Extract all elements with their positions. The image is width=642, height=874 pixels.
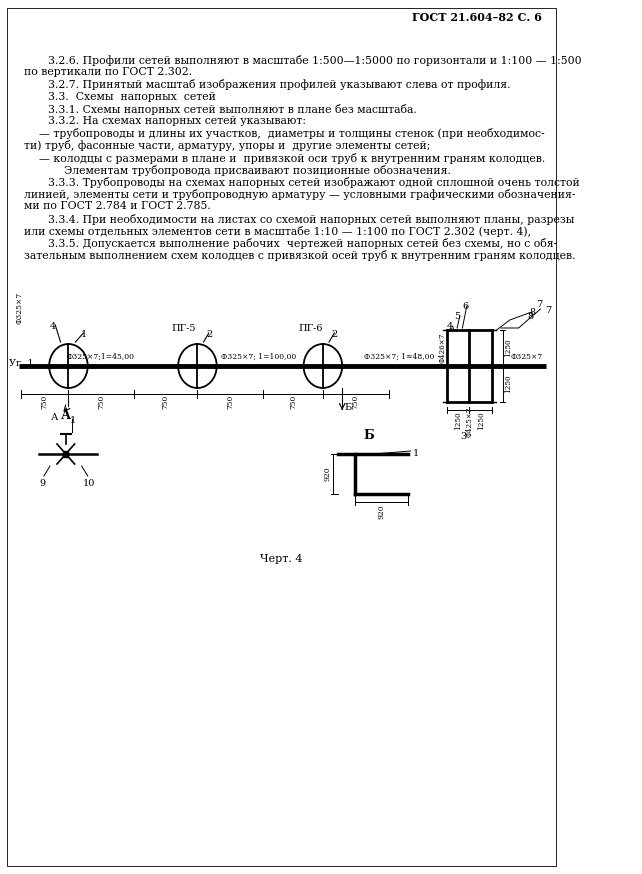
Text: 3.3.2. На схемах напорных сетей указывают:: 3.3.2. На схемах напорных сетей указываю… [48, 116, 306, 126]
Text: 3.2.7. Принятый масштаб изображения профилей указывают слева от профиля.: 3.2.7. Принятый масштаб изображения проф… [48, 80, 511, 90]
Text: 7: 7 [545, 306, 551, 315]
Text: или схемы отдельных элементов сети в масштабе 1:10 — 1:100 по ГОСТ 2.302 (черт. : или схемы отдельных элементов сети в мас… [24, 225, 531, 237]
Text: Б: Б [345, 403, 352, 412]
Text: ми по ГОСТ 2.784 и ГОСТ 2.785.: ми по ГОСТ 2.784 и ГОСТ 2.785. [24, 201, 211, 212]
Text: 3: 3 [461, 432, 467, 441]
Text: 9: 9 [39, 479, 45, 488]
Text: 3.3.5. Допускается выполнение рабочих  чертежей напорных сетей без схемы, но с о: 3.3.5. Допускается выполнение рабочих че… [48, 238, 557, 249]
Text: 920: 920 [324, 467, 332, 482]
Text: зательным выполнением схем колодцев с привязкой осей труб к внутренним граням ко: зательным выполнением схем колодцев с пр… [24, 250, 575, 261]
Text: Ф325×7;1=45,00: Ф325×7;1=45,00 [67, 353, 135, 361]
Text: — трубопроводы и длины их участков,  диаметры и толщины стенок (при необходимос-: — трубопроводы и длины их участков, диам… [40, 128, 545, 139]
Text: Ф426×7: Ф426×7 [438, 333, 446, 364]
Text: 5: 5 [454, 312, 460, 321]
Text: по вертикали по ГОСТ 2.302.: по вертикали по ГОСТ 2.302. [24, 67, 192, 77]
Text: 750: 750 [352, 395, 360, 409]
Text: ГОСТ 21.604–82 С. 6: ГОСТ 21.604–82 С. 6 [412, 12, 542, 23]
Text: Ф325×7; 1=100,00: Ф325×7; 1=100,00 [221, 353, 297, 361]
Text: Ф325×7; 1≈48,00: Ф325×7; 1≈48,00 [364, 353, 435, 361]
Text: 1250: 1250 [454, 411, 462, 430]
Text: 4: 4 [50, 322, 56, 331]
Text: Черт. 4: Черт. 4 [261, 554, 303, 564]
Text: 6: 6 [462, 302, 468, 311]
Text: 1250: 1250 [505, 375, 512, 393]
Text: ти) труб, фасонные части, арматуру, упоры и  другие элементы сетей;: ти) труб, фасонные части, арматуру, упор… [24, 141, 430, 151]
Text: 750: 750 [98, 395, 105, 409]
Text: 750: 750 [227, 395, 234, 409]
Text: 1250: 1250 [477, 411, 485, 430]
Text: 1250: 1250 [505, 339, 512, 357]
Text: — колодцы с размерами в плане и  привязкой оси труб к внутренним граням колодцев: — колодцы с размерами в плане и привязко… [40, 153, 546, 163]
Text: 3.2.6. Профили сетей выполняют в масштабе 1:500—1:5000 по горизонтали и 1:100 — : 3.2.6. Профили сетей выполняют в масштаб… [48, 55, 582, 66]
Text: Ф325×7: Ф325×7 [15, 292, 23, 324]
Text: 3.3.3. Трубопроводы на схемах напорных сетей изображают одной сплошной очень тол: 3.3.3. Трубопроводы на схемах напорных с… [48, 177, 580, 188]
Text: Ф325×7: Ф325×7 [510, 353, 542, 361]
Text: ПГ-5: ПГ-5 [171, 324, 196, 333]
Text: 750: 750 [40, 395, 49, 409]
Text: ПГ-6: ПГ-6 [299, 324, 323, 333]
Text: 4: 4 [447, 322, 453, 331]
Text: 1: 1 [412, 449, 419, 458]
Text: А: А [51, 413, 58, 422]
Text: А: А [61, 409, 71, 422]
Text: 3.3.4. При необходимости на листах со схемой напорных сетей выполняют планы, раз: 3.3.4. При необходимости на листах со сх… [48, 213, 575, 225]
Text: линией, элементы сети и трубопроводную арматуру — условными графическими обознач: линией, элементы сети и трубопроводную а… [24, 189, 575, 200]
Text: 750: 750 [162, 395, 170, 409]
Text: 2: 2 [332, 330, 338, 339]
Text: 10: 10 [83, 479, 96, 488]
Text: 8: 8 [527, 312, 534, 321]
Text: 1: 1 [70, 416, 76, 425]
Text: 750: 750 [289, 395, 297, 409]
Text: Б: Б [363, 429, 374, 442]
Text: 3.3.1. Схемы напорных сетей выполняют в плане без масштаба.: 3.3.1. Схемы напорных сетей выполняют в … [48, 104, 417, 114]
Text: Ф425×7: Ф425×7 [465, 406, 473, 437]
Text: 1: 1 [81, 330, 87, 339]
Text: Элементам трубопровода присваивают позиционные обозначения.: Элементам трубопровода присваивают позиц… [64, 165, 451, 176]
Text: 2: 2 [206, 330, 213, 339]
Text: 7: 7 [536, 300, 542, 309]
Text: 3.3.  Схемы  напорных  сетей: 3.3. Схемы напорных сетей [48, 92, 216, 101]
Text: Уг. 1: Уг. 1 [9, 358, 33, 367]
Text: 8: 8 [529, 308, 535, 317]
Text: 920: 920 [377, 504, 386, 518]
Bar [63, 451, 69, 457]
